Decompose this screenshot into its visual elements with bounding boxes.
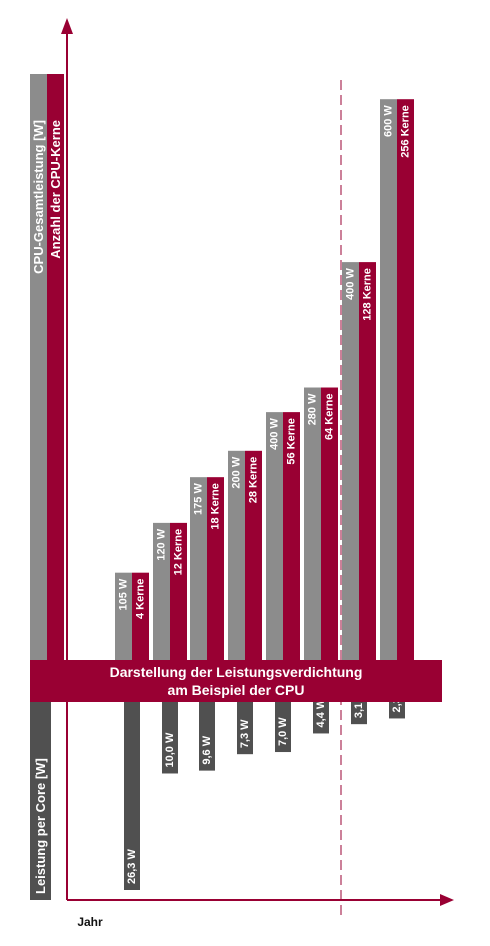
label-total-power-2025: 600 W [383,105,395,137]
label-per-core-2017: 7,3 W [239,719,251,748]
label-per-core-2015: 9,6 W [201,735,213,764]
label-cores-2015: 18 Kerne [210,483,222,529]
x-tick-labels: 2011 2013 2015 2017 2019 2021 2023 2025 [125,908,404,935]
label-total-power-2011: 105 W [118,578,130,610]
legend-swatch-cores [47,74,64,660]
x-tick-2017: 2017 [238,908,252,935]
bar-per-core-2017 [237,702,253,755]
label-cores-2019: 56 Kerne [286,418,298,464]
label-cores-2017: 28 Kerne [248,457,260,503]
bar-total-power-2021 [304,387,321,660]
label-total-power-2021: 280 W [307,393,319,425]
title-banner [30,660,442,702]
label-total-power-2019: 400 W [269,418,281,450]
bar-cores-2025 [397,99,414,660]
label-cores-2023: 128 Kerne [362,268,374,321]
bar-per-core-2015 [199,702,215,771]
x-tick-2019: 2019 [276,908,290,935]
bar-per-core-2011 [124,702,140,890]
x-tick-2023: 2023 [352,908,366,935]
label-cores-2021: 64 Kerne [324,394,336,440]
legend-label-cores: Anzahl der CPU-Kerne [48,120,63,259]
label-cores-2013: 12 Kerne [173,529,185,575]
label-total-power-2023: 400 W [345,267,357,299]
chart-title-line2: am Beispiel der CPU [168,682,305,698]
x-tick-2013: 2013 [163,908,177,935]
bar-total-power-2011 [115,572,132,660]
bar-total-power-2019 [266,412,283,660]
label-cores-2025: 256 Kerne [400,105,412,158]
bar-per-core-2019 [275,702,291,753]
y-axis-arrow [61,18,73,34]
bar-total-power-2023 [342,262,359,660]
bar-per-core-2025 [389,702,405,719]
legend-swatch-total-power [30,74,47,660]
label-per-core-2011: 26,3 W [126,849,138,884]
bar-total-power-2013 [153,522,170,660]
bar-cores-2019 [283,412,300,660]
legend-swatch-per-core [30,702,51,900]
bar-per-core-2023 [351,702,367,725]
x-tick-2025: 2025 [390,908,404,935]
x-tick-2015: 2015 [200,908,214,935]
bar-cores-2017 [245,450,262,660]
bar-cores-2021 [321,387,338,660]
bar-cores-2023 [359,262,376,660]
bar-per-core-2013 [162,702,178,774]
legend-label-per-core: Leistung per Core [W] [33,758,48,894]
label-total-power-2017: 200 W [231,456,243,488]
legend-label-total-power: CPU-Gesamtleistung [W] [31,120,46,274]
bar-cores-2013 [170,522,187,660]
lower-bars-group: 26,3 W10,0 W9,6 W7,3 W7,0 W4,4 W3,1 W2,3… [124,683,405,890]
label-cores-2011: 4 Kerne [135,579,147,619]
bar-total-power-2015 [190,477,207,660]
x-axis-label: Jahr [77,915,103,929]
bar-cores-2015 [207,477,224,660]
label-total-power-2013: 120 W [156,528,168,560]
label-per-core-2021: 4,4 W [315,698,327,727]
label-total-power-2015: 175 W [193,483,205,515]
upper-bars-group: 105 W 4 Kerne 120 W 12 Kerne 175 W 18 Kerne 20… [115,99,414,660]
bar-total-power-2017 [228,450,245,660]
bar-cores-2011 [132,572,149,660]
x-axis-arrow [440,894,454,906]
chart-title-line1: Darstellung der Leistungsverdichtung [110,664,363,680]
x-tick-2021: 2021 [314,908,328,935]
label-per-core-2013: 10,0 W [164,732,176,767]
legend-group: CPU-Gesamtleistung [W] Anzahl der CPU-Ker… [30,74,64,900]
x-tick-2011: 2011 [125,908,139,934]
bar-total-power-2025 [380,99,397,660]
label-per-core-2019: 7,0 W [277,717,289,746]
bar-per-core-2021 [313,702,329,734]
